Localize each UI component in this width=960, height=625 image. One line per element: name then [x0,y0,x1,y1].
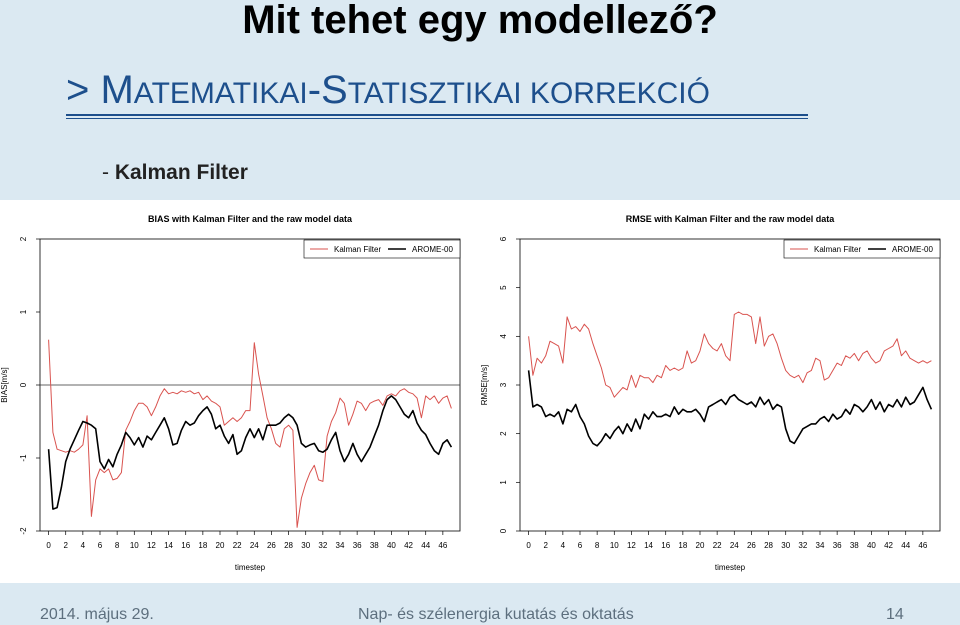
x-tick-label: 26 [747,541,756,550]
x-tick-label: 0 [46,541,51,550]
y-tick-label: -1 [19,454,28,462]
subtitle-underline [66,114,808,116]
subtitle-smallcaps-2: TATISZTIKAI KORREKCIÓ [347,77,710,110]
y-tick-label: 6 [499,236,508,241]
legend-label: Kalman Filter [814,245,861,254]
chart-panel-1: BIAS with Kalman Filter and the raw mode… [0,214,461,572]
chart-legend: Kalman Filter AROME-00 [783,239,941,259]
x-tick-label: 10 [610,541,619,550]
x-tick-label: 4 [561,541,566,550]
x-tick-label: 34 [816,541,825,550]
x-tick-label: 30 [301,541,310,550]
x-tick-label: 32 [318,541,327,550]
x-tick-label: 30 [781,541,790,550]
x-tick-label: 38 [850,541,859,550]
figure-area: BIAS with Kalman Filter and the raw mode… [0,200,960,583]
y-tick-label: 4 [499,334,508,339]
x-tick-label: 44 [901,541,910,550]
x-axis-label: timestep [715,563,746,572]
series-line-arome-00 [527,370,933,447]
x-tick-label: 8 [115,541,120,550]
y-tick-label: 5 [499,285,508,290]
subtitle-prefix: > M [66,68,134,112]
subtitle-mid: -S [307,68,348,112]
x-tick-label: 20 [216,541,225,550]
x-tick-label: 28 [284,541,293,550]
y-axis-label: BIAS[m/s] [0,367,9,403]
x-tick-label: 36 [353,541,362,550]
series-line-kalman-filter [528,311,932,398]
charts-svg: BIAS with Kalman Filter and the raw mode… [0,214,941,572]
y-tick-label: 3 [499,382,508,387]
x-tick-label: 44 [421,541,430,550]
x-tick-label: 46 [438,541,447,550]
x-tick-label: 12 [147,541,156,550]
footer-page-number: 14 [886,606,904,623]
x-tick-label: 14 [644,541,653,550]
slide-header: Mit tehet egy modellező? > MATEMATIKAI-S… [0,0,960,200]
x-tick-label: 12 [627,541,636,550]
subtitle-smallcaps-1: ATEMATIKAI [133,77,308,110]
y-tick-label: 1 [499,480,508,485]
x-axis-label: timestep [235,563,266,572]
x-tick-label: 16 [181,541,190,550]
y-tick-label: -2 [19,527,28,535]
x-tick-label: 28 [764,541,773,550]
chart-panel-2: RMSE with Kalman Filter and the raw mode… [480,214,941,572]
y-tick-label: 2 [499,431,508,436]
x-tick-label: 22 [233,541,242,550]
slide-footer: 2014. május 29. Nap- és szélenergia kuta… [0,583,960,625]
x-tick-label: 0 [526,541,531,550]
x-tick-label: 6 [578,541,583,550]
legend-box [303,239,461,259]
x-tick-label: 14 [164,541,173,550]
x-tick-label: 40 [867,541,876,550]
x-tick-label: 24 [730,541,739,550]
x-tick-label: 38 [370,541,379,550]
bullet-text: Kalman Filter [114,161,248,184]
x-tick-label: 42 [404,541,413,550]
y-tick-label: 2 [19,236,28,241]
x-tick-label: 42 [884,541,893,550]
x-tick-label: 10 [130,541,139,550]
x-tick-label: 2 [543,541,548,550]
x-tick-label: 24 [250,541,259,550]
legend-label: AROME-00 [892,245,933,254]
y-tick-label: 0 [499,528,508,533]
x-tick-label: 32 [798,541,807,550]
chart-title: RMSE with Kalman Filter and the raw mode… [626,214,836,224]
x-tick-label: 36 [833,541,842,550]
series-line-kalman-filter [48,339,452,528]
x-tick-label: 46 [918,541,927,550]
x-tick-label: 22 [713,541,722,550]
series-line-arome-00 [47,395,453,510]
legend-box [783,239,941,259]
x-tick-label: 4 [81,541,86,550]
slide-subtitle: > MATEMATIKAI-STATISZTIKAI KORREKCIÓ [66,66,710,118]
chart-title: BIAS with Kalman Filter and the raw mode… [148,214,353,224]
y-axis-label: RMSE[m/s] [480,365,489,405]
x-tick-label: 40 [387,541,396,550]
x-tick-label: 26 [267,541,276,550]
x-tick-label: 16 [661,541,670,550]
plot-frame [519,238,941,532]
x-tick-label: 20 [696,541,705,550]
legend-label: AROME-00 [412,245,453,254]
bullet-item: - Kalman Filter [102,160,248,186]
bullet-dash: - [102,161,115,184]
legend-label: Kalman Filter [334,245,381,254]
chart-legend: Kalman Filter AROME-00 [303,239,461,259]
x-tick-label: 6 [98,541,103,550]
footer-center-text: Nap- és szélenergia kutatás és oktatás [358,606,634,623]
x-tick-label: 34 [336,541,345,550]
y-tick-label: 1 [19,309,28,314]
subtitle-underline-thin [66,118,808,119]
x-tick-label: 18 [198,541,207,550]
x-tick-label: 8 [595,541,600,550]
slide-title: Mit tehet egy modellező? [242,0,718,42]
footer-date: 2014. május 29. [40,606,154,623]
x-tick-label: 18 [678,541,687,550]
y-tick-label: 0 [19,382,28,387]
x-tick-label: 2 [63,541,68,550]
